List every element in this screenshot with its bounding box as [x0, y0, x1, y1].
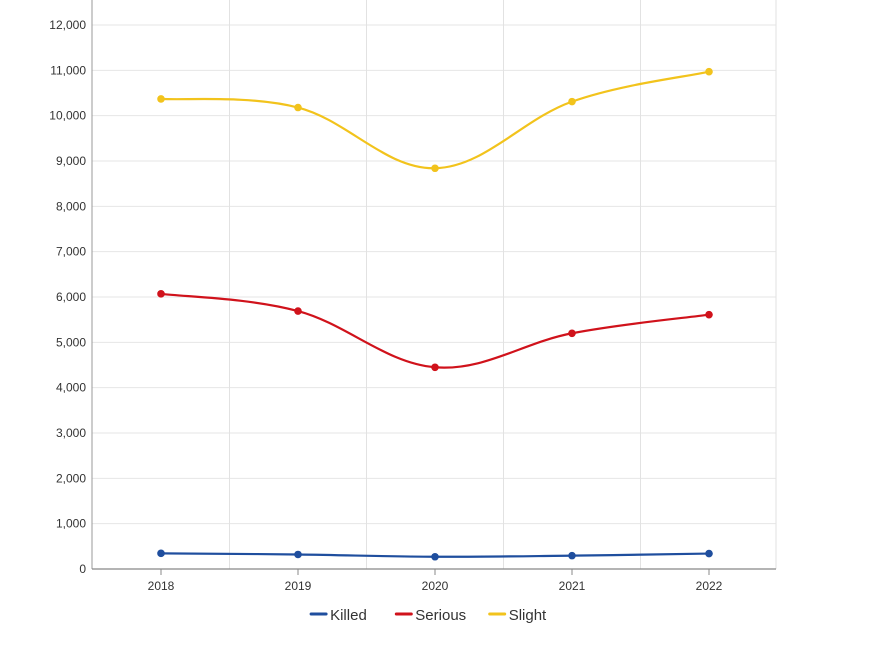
data-point-killed[interactable]: [705, 549, 713, 558]
data-point-slight[interactable]: [705, 67, 713, 76]
legend-label-serious[interactable]: Serious: [415, 607, 466, 624]
data-point-slight[interactable]: [431, 164, 439, 173]
y-tick-label: 1,000: [56, 517, 86, 531]
x-tick-labels: 2018 2019 2020 2021 2022: [148, 569, 723, 593]
y-tick-label: 12,000: [49, 18, 86, 32]
series-lines: [157, 67, 713, 561]
x-tick-label: 2018: [148, 579, 175, 593]
y-tick-label: 6,000: [56, 290, 86, 304]
legend-label-killed[interactable]: Killed: [330, 607, 367, 624]
data-point-slight[interactable]: [294, 103, 302, 112]
y-tick-label: 10,000: [49, 109, 86, 123]
data-point-slight[interactable]: [157, 95, 165, 103]
data-point-serious[interactable]: [705, 310, 713, 319]
data-point-serious[interactable]: [157, 290, 165, 298]
y-tick-label: 0: [79, 562, 86, 576]
series-line-slight: [159, 70, 711, 170]
data-point-killed[interactable]: [568, 551, 576, 560]
data-point-killed[interactable]: [294, 550, 302, 559]
axes: [91, 0, 776, 570]
data-point-serious[interactable]: [431, 363, 439, 372]
y-tick-label: 8,000: [56, 199, 86, 213]
x-tick-label: 2022: [696, 579, 723, 593]
y-tick-label: 9,000: [56, 154, 86, 168]
data-point-serious[interactable]: [294, 307, 302, 315]
y-tick-label: 2,000: [56, 471, 86, 485]
x-tick-label: 2021: [559, 579, 586, 593]
data-point-slight[interactable]: [568, 97, 576, 106]
legend-label-slight[interactable]: Slight: [509, 607, 547, 624]
y-tick-label: 4,000: [56, 381, 86, 395]
data-point-killed[interactable]: [431, 552, 439, 561]
y-tick-label: 7,000: [56, 245, 86, 259]
y-tick-label: 5,000: [56, 335, 86, 349]
y-tick-label: 3,000: [56, 426, 86, 440]
series-line-serious: [159, 292, 711, 369]
legend: Killed Serious Slight: [309, 607, 547, 624]
data-point-serious[interactable]: [568, 329, 576, 338]
x-tick-label: 2020: [422, 579, 449, 593]
x-tick-label: 2019: [285, 579, 312, 593]
grid-lines: [92, 0, 777, 569]
y-tick-label: 11,000: [50, 63, 86, 77]
y-tick-labels: 0 1,000 2,000 3,000 4,000 5,000 6,000 7,000 8,00…: [49, 18, 86, 576]
data-point-killed[interactable]: [157, 549, 165, 558]
